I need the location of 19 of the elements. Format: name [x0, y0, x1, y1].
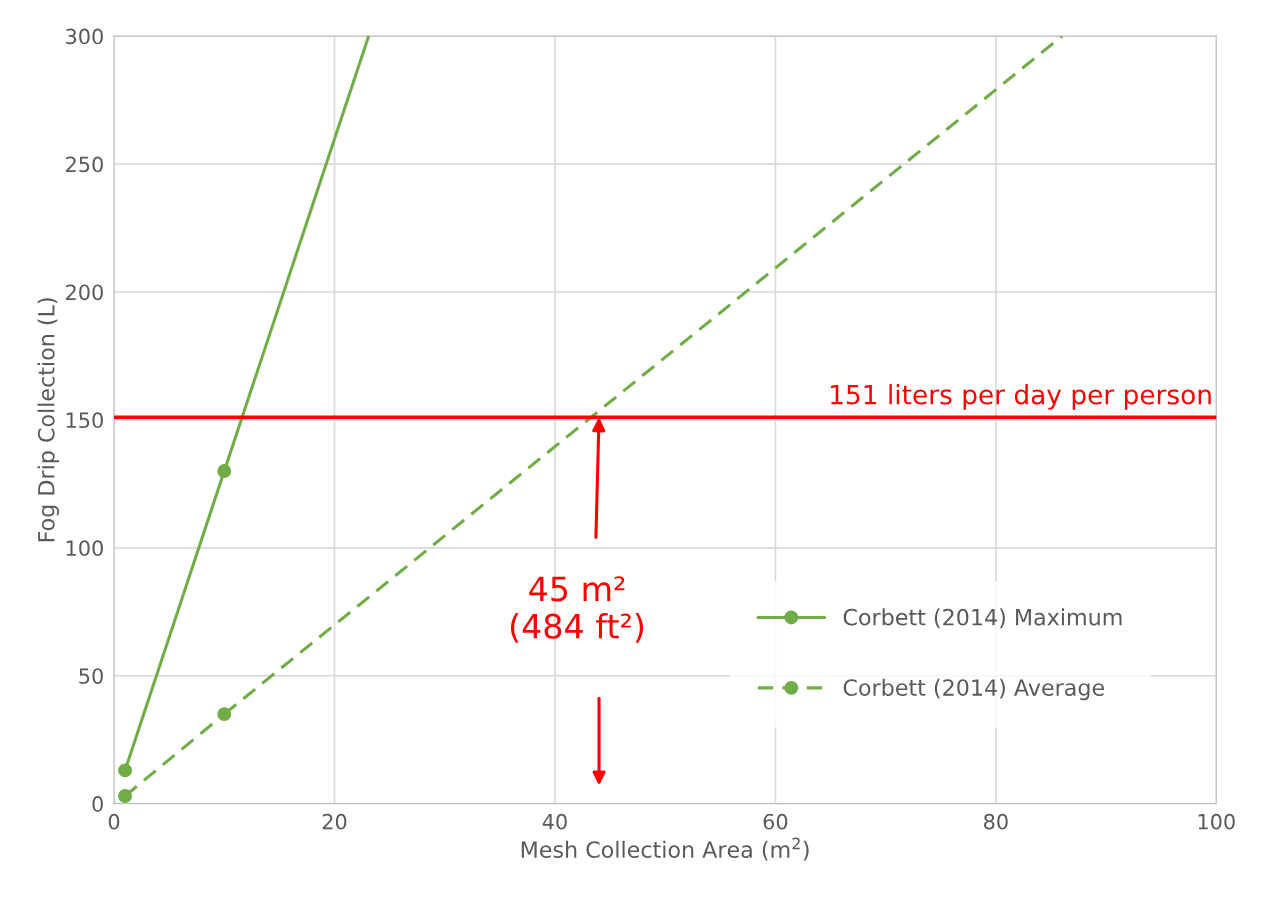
y-tick-label: 150: [66, 412, 103, 429]
y-tick-label: 50: [79, 668, 103, 684]
y-tick-label: 200: [66, 284, 103, 301]
y-tick-label: 100: [66, 540, 103, 557]
y-axis-title: Fog Drip Collection (L): [37, 298, 59, 542]
annotation: 45 m² (484 ft²): [510, 576, 644, 643]
x-tick-label: 100: [1198, 813, 1235, 830]
x-axis-title: Mesh Collection Area (m$^{2}$): [521, 837, 809, 861]
y-tick-label: 0: [92, 796, 103, 812]
x-tick-label: 0: [108, 813, 120, 830]
y-tick-label: 250: [66, 156, 103, 173]
x-tick-label: 40: [542, 813, 567, 830]
legend-label: Corbett (2014) Average: [843, 678, 1104, 701]
y-tick-label: 300: [66, 28, 103, 45]
x-tick-label: 60: [763, 813, 788, 830]
x-tick-label: 20: [322, 813, 347, 830]
x-tick-label: 80: [984, 813, 1008, 830]
ref-line-label: 151 liters per day per person: [831, 384, 1211, 410]
legend-label: Corbett (2014) Maximum: [843, 608, 1122, 629]
